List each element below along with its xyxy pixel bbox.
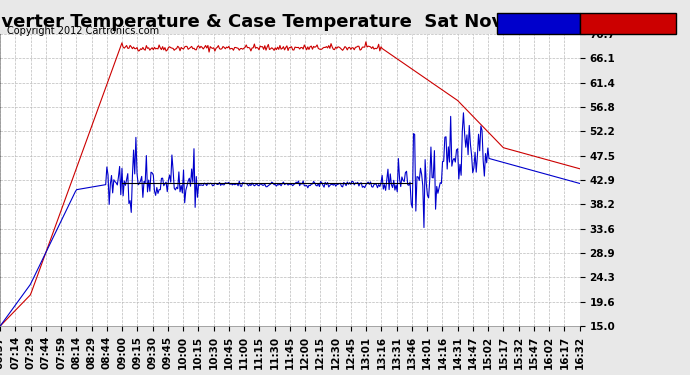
Text: Copyright 2012 Cartronics.com: Copyright 2012 Cartronics.com <box>7 26 159 36</box>
Text: Inverter  (°C): Inverter (°C) <box>589 20 667 29</box>
Text: Inverter Temperature & Case Temperature  Sat Nov 17 16:37: Inverter Temperature & Case Temperature … <box>0 13 598 31</box>
Text: Case  (°C): Case (°C) <box>509 20 567 29</box>
